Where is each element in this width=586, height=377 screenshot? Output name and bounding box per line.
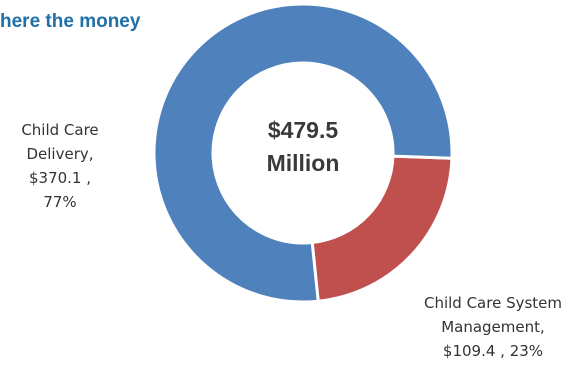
donut-center-total: $479.5 Million — [228, 114, 378, 180]
data-label-line: Child Care — [21, 121, 99, 139]
chart-title: here the money — [0, 11, 141, 32]
data-label-line: $370.1 , — [28, 169, 92, 187]
data-label-line: Management, — [441, 318, 545, 336]
donut-slice-delivery — [152, 2, 454, 304]
data-label-delivery: Child Care Delivery, $370.1 , 77% — [0, 118, 120, 214]
data-label-line: $109.4 , 23% — [442, 342, 544, 360]
total-unit: Million — [266, 150, 340, 176]
data-label-line: Child Care System — [423, 294, 563, 312]
data-label-line: 77% — [43, 193, 77, 211]
data-label-line: Delivery, — [26, 145, 94, 163]
data-label-management: Child Care System Management, $109.4 , 2… — [393, 291, 586, 363]
total-amount: $479.5 — [267, 117, 339, 143]
